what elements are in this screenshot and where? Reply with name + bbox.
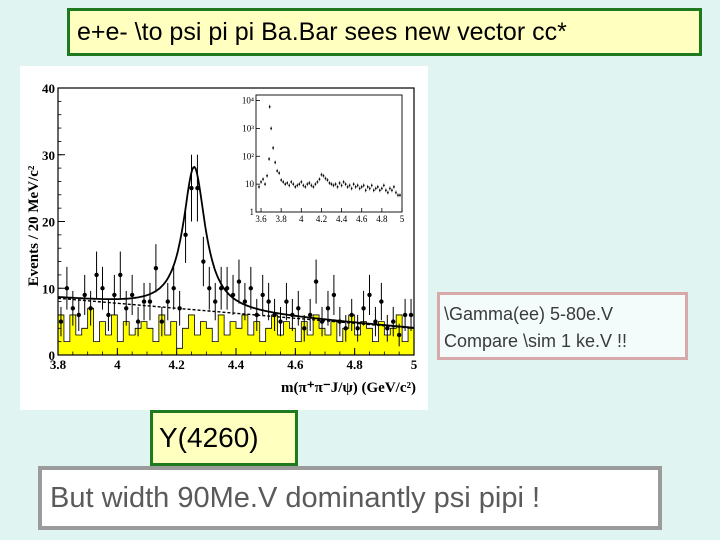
inset-y-tick-label: 10² [242,151,254,161]
data-point [355,326,360,331]
data-point [408,312,414,318]
data-point [58,319,64,324]
data-point [106,312,111,318]
data-point [88,306,93,311]
x-tick-label: 4 [114,357,121,372]
data-point [100,286,105,291]
y-axis-label: Events / 20 MeV/c² [26,165,42,286]
y-tick-label: 40 [42,81,55,96]
x-tick-label: 4.6 [287,357,304,372]
data-point [361,306,366,311]
data-point [112,292,117,298]
y-tick-label: 10 [42,281,55,296]
inset-x-tick-label: 3.8 [276,214,288,224]
data-point [385,326,390,331]
data-point [349,312,354,318]
inset-x-tick-label: 4.8 [376,214,388,224]
data-point [177,306,182,311]
x-tick-label: 5 [411,357,418,372]
y-tick-label: 20 [42,215,55,230]
inset-x-tick-label: 5 [400,214,405,224]
inset-x-tick-label: 4.6 [356,214,368,224]
data-point [290,312,295,318]
data-point [296,306,301,311]
data-point [402,312,408,318]
inset-x-tick-label: 4.2 [316,214,327,224]
data-point [302,326,307,331]
data-point [76,312,81,318]
data-point [64,286,70,291]
data-point [195,185,200,191]
x-axis-label: m(π⁺π⁻J/ψ) (GeV/c²) [281,380,416,396]
data-point [373,319,378,324]
data-point [189,185,194,191]
inset-x-tick-label: 4 [299,214,304,224]
inset-y-tick-label: 10⁴ [242,96,254,106]
background-fit-line [57,297,415,329]
note-line-1: \Gamma(ee) 5-80e.V [444,304,614,324]
data-point [207,286,212,291]
data-point [391,319,396,324]
data-point [254,312,259,318]
bottom-statement: But width 90Me.V dominantly psi pipi ! [38,466,662,530]
note-line-2: Compare \sim 1 ke.V !! [444,331,628,351]
data-point [82,292,87,298]
total-fit-curve [57,165,415,329]
data-point [236,279,242,284]
plot-svg: 3.8 4 4.2 4.4 4.6 4.8 5 0 10 20 30 40 3.6 3.8 4 4.2 4.4… [26,81,418,396]
data-point [224,286,230,291]
data-point [337,319,343,324]
inset-x-tick-label: 4.4 [336,214,348,224]
mass-spectrum-plot: 3.8 4 4.2 4.4 4.6 4.8 5 0 10 20 30 40 3.6 3.8 4 4.2 4.4… [20,66,428,410]
data-point [165,299,170,304]
inset-y-tick-label: 10³ [242,123,254,133]
data-point [141,299,147,304]
resonance-label: Y(4260) [150,410,298,466]
data-point [331,292,337,298]
inset-frame [255,94,403,213]
data-point [218,286,224,291]
data-point [94,272,99,278]
x-tick-label: 3.8 [50,357,67,372]
data-point [266,299,271,304]
data-point [396,332,402,338]
inset-y-tick-label: 1 [250,207,255,217]
slide-title: e+e- \to psi pi pi Ba.Bar sees new vecto… [67,8,702,56]
y-tick-label: 30 [42,148,55,163]
data-point [171,286,176,291]
x-tick-label: 4.2 [169,357,185,372]
data-point [367,292,372,298]
data-point [343,326,348,331]
data-point [153,266,159,271]
inset-y-tick-label: 10 [245,179,255,189]
data-point [230,292,236,298]
data-point [135,319,141,324]
data-point [213,299,218,304]
data-point [319,319,325,324]
x-tick-label: 4.4 [228,357,245,372]
data-point [379,299,384,304]
data-point [248,286,254,291]
data-point [242,299,248,304]
data-point [325,306,331,311]
data-point [307,312,313,318]
data-point [284,299,289,304]
data-point [124,306,129,311]
data-point [278,319,283,324]
data-point [313,279,319,284]
data-point [260,292,265,298]
data-point [272,312,277,318]
gamma-ee-note: \Gamma(ee) 5-80e.V Compare \sim 1 ke.V !… [437,292,688,360]
data-point [118,272,123,278]
data-point [159,319,165,324]
data-point [201,259,206,264]
y-tick-label: 0 [49,348,56,363]
data-point [70,306,76,311]
sideband-histogram [57,307,415,356]
x-tick-label: 4.8 [347,357,364,372]
data-point [147,299,153,304]
inset-x-tick-label: 3.6 [255,214,267,224]
data-point [129,292,135,298]
data-point [183,232,188,238]
